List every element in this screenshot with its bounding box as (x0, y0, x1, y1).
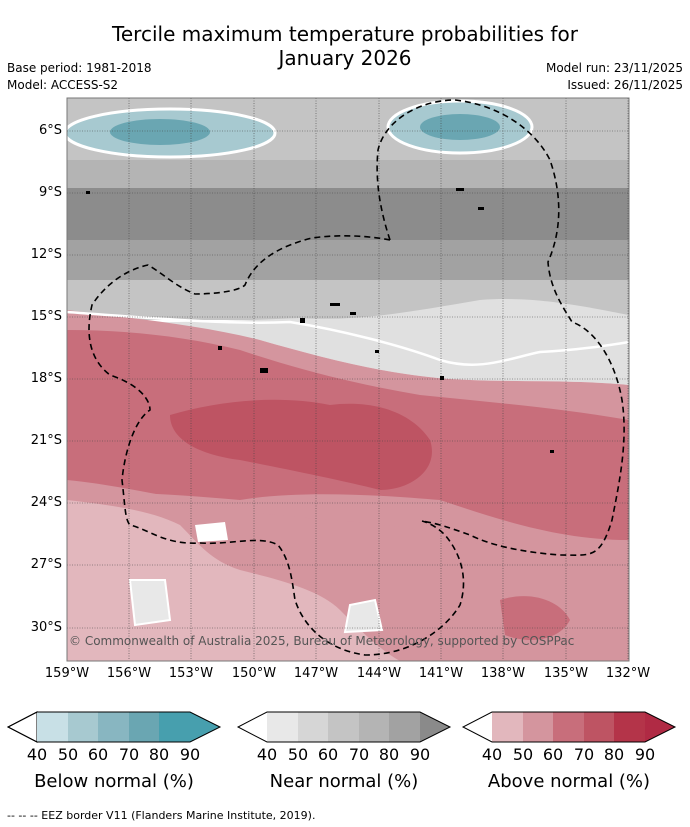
near-normal-patch-1 (128, 579, 172, 627)
title-line-2: January 2026 (278, 46, 412, 70)
meta-right: Model run: 23/11/2025 Issued: 26/11/2025 (546, 60, 683, 94)
legend-below-tick: 60 (87, 745, 109, 764)
legend-above-swatch (614, 712, 645, 742)
legend-above-tick: 70 (573, 745, 595, 764)
lon-label-132w: 132°W (605, 666, 651, 681)
legend-near-tick: 50 (287, 745, 309, 764)
legend-near-swatch (328, 712, 359, 742)
lon-label-138w: 138°W (480, 666, 526, 681)
issued-date: Issued: 26/11/2025 (567, 78, 683, 92)
legend-below-swatch (190, 712, 220, 742)
lat-label-6s: 6°S (38, 123, 62, 138)
lat-label-15s: 15°S (30, 309, 62, 324)
legend-below-title: Below normal (%) (34, 771, 194, 792)
map-frame (66, 97, 630, 662)
legend-above-swatch (523, 712, 553, 742)
lat-label-21s: 21°S (30, 433, 62, 448)
map-fill (67, 98, 629, 661)
legend-below-tick: 40 (26, 745, 48, 764)
legend-near-swatch (298, 712, 328, 742)
legend-below-normal (6, 711, 222, 743)
legend-above-tick: 60 (542, 745, 564, 764)
legend-below-swatch (98, 712, 129, 742)
legend-above-tick: 80 (603, 745, 625, 764)
below-normal-core-west (110, 119, 210, 145)
legend-above-normal (461, 711, 677, 743)
legend-above-swatch (584, 712, 614, 742)
legend-below-swatch (129, 712, 159, 742)
model-name: Model: ACCESS-S2 (7, 78, 119, 92)
lon-label-156w: 156°W (106, 666, 152, 681)
title-line-1: Tercile maximum temperature probabilitie… (112, 22, 578, 46)
lon-label-144w: 144°W (356, 666, 402, 681)
lat-label-27s: 27°S (30, 557, 62, 572)
legend-below-tick: 50 (57, 745, 79, 764)
lat-label-30s: 30°S (30, 620, 62, 635)
legend-colorbars (6, 711, 677, 743)
graticule (67, 98, 629, 661)
legend-above-tick: 90 (634, 745, 656, 764)
legend-near-tick: 40 (256, 745, 278, 764)
legend-below-swatch (68, 712, 98, 742)
legend-near-normal (236, 711, 452, 743)
legend-below-tick: 70 (118, 745, 140, 764)
map-title: Tercile maximum temperature probabilitie… (0, 22, 690, 70)
legend-below-tick: 80 (148, 745, 170, 764)
legend-near-tick: 60 (317, 745, 339, 764)
legend-above-swatch (492, 712, 523, 742)
legend-near-tick: 80 (378, 745, 400, 764)
base-period: Base period: 1981-2018 (7, 61, 152, 75)
above-normal-60-patch (500, 596, 570, 640)
legend-below-tick: 90 (179, 745, 201, 764)
lat-label-9s: 9°S (38, 185, 62, 200)
below-normal-core-east (420, 114, 500, 140)
tercile-boundary-contour (67, 310, 629, 366)
lat-label-24s: 24°S (30, 495, 62, 510)
legend-above-tick: 50 (512, 745, 534, 764)
probability-map (66, 97, 630, 662)
lon-label-147w: 147°W (293, 666, 339, 681)
lat-label-18s: 18°S (30, 371, 62, 386)
legend-above-swatch (553, 712, 584, 742)
lon-label-159w: 159°W (44, 666, 90, 681)
legend-near-swatch (359, 712, 389, 742)
legend-above-title: Above normal (%) (487, 771, 651, 792)
near-normal-patch-2 (343, 598, 384, 634)
eez-borders (88, 99, 625, 656)
lon-label-150w: 150°W (231, 666, 277, 681)
legend-near-swatch (389, 712, 420, 742)
white-patch-1 (195, 522, 228, 542)
legend-near-tick: 90 (409, 745, 431, 764)
band-near-dark (67, 188, 629, 250)
legend-near-tick: 70 (348, 745, 370, 764)
above-normal-70 (170, 399, 432, 490)
band-near-dark2 (67, 240, 629, 285)
legend-near-swatch (267, 712, 298, 742)
legend-below-swatch (159, 712, 190, 742)
meta-left: Base period: 1981-2018 Model: ACCESS-S2 (7, 60, 152, 94)
legend-near-title: Near normal (%) (269, 771, 419, 792)
copyright-notice: © Commonwealth of Australia 2025, Bureau… (69, 634, 575, 648)
model-run: Model run: 23/11/2025 (545, 61, 683, 75)
lat-label-12s: 12°S (30, 247, 62, 262)
lon-label-153w: 153°W (168, 666, 214, 681)
islands (86, 188, 554, 453)
eez-footnote: -- -- -- EEZ border V11 (Flanders Marine… (7, 809, 316, 822)
legend-above-tick: 40 (481, 745, 503, 764)
lon-label-135w: 135°W (543, 666, 589, 681)
legend-below-swatch (37, 712, 68, 742)
lon-label-141w: 141°W (418, 666, 464, 681)
